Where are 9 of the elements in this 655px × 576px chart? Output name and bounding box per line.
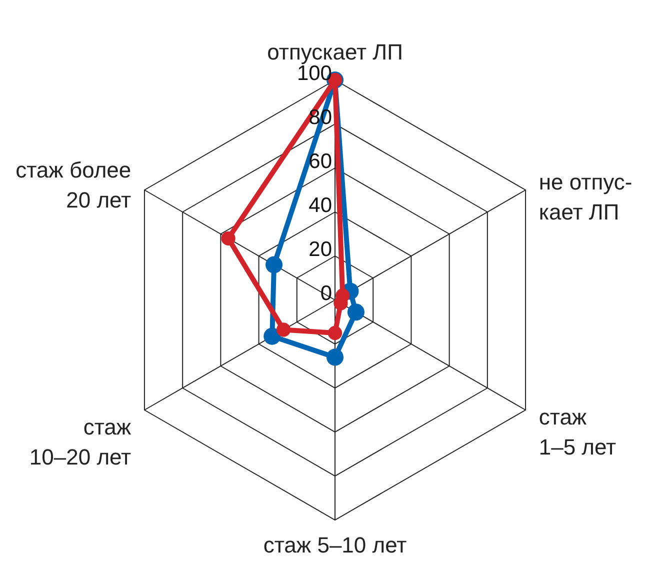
spoke-label: стаж 10–20 лет	[29, 414, 132, 470]
spoke-label: стаж 1–5 лет	[538, 404, 616, 460]
spoke-label: стаж 5–10 лет	[263, 532, 407, 558]
spoke-label: отпускает ЛП	[267, 40, 403, 65]
spoke-label: стаж более 20 лет	[16, 157, 132, 212]
y-tick-label: 60	[308, 150, 332, 173]
y-tick-label: 20	[308, 238, 332, 261]
spoke-label: не отпус- кает ЛП	[538, 169, 632, 224]
y-tick-label: 40	[308, 194, 332, 217]
